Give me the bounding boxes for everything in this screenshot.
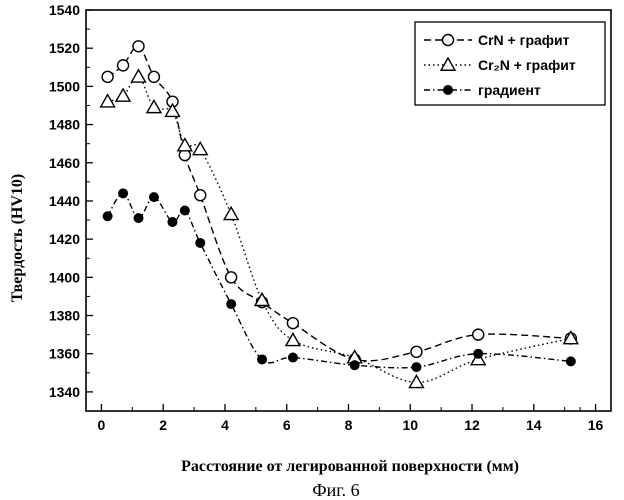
y-tick-label-2: 1380 [49,308,80,324]
data-point-1-5 [178,139,192,151]
data-point-2-8 [258,355,267,364]
data-point-2-0 [103,212,112,221]
x-axis-title: Расстояние от легированной поверхности (… [181,458,519,475]
y-tick-label-1: 1360 [49,346,80,362]
x-tick-label-5: 10 [402,417,418,433]
data-point-2-4 [168,217,177,226]
data-point-0-7 [226,272,237,283]
legend-label-0: CrN + графит [478,32,570,48]
data-point-1-9 [286,333,300,345]
x-tick-label-1: 2 [159,417,167,433]
series-line-2 [108,193,571,368]
data-point-2-6 [196,238,205,247]
y-tick-label-7: 1480 [49,117,80,133]
y-tick-label-6: 1460 [49,155,80,171]
data-point-0-2 [133,41,144,52]
legend-entry-1: Cr₂N + графит [424,57,576,73]
data-point-0-1 [118,60,129,71]
y-tick-label-3: 1400 [49,269,80,285]
y-tick-label-5: 1440 [49,193,80,209]
data-point-0-9 [287,318,298,329]
data-point-2-11 [412,363,421,372]
legend-marker-0 [443,35,454,46]
y-tick-label-4: 1420 [49,231,80,247]
x-tick-label-7: 14 [526,417,542,433]
data-point-1-4 [165,104,179,116]
data-point-2-2 [134,214,143,223]
data-point-0-11 [411,346,422,357]
data-point-1-3 [147,100,161,112]
legend-marker-2 [444,86,453,95]
data-point-2-7 [227,300,236,309]
x-tick-label-2: 4 [221,417,229,433]
data-point-1-7 [224,207,238,219]
x-tick-label-4: 8 [345,417,353,433]
y-axis-title: Твердость (HV10) [9,174,26,302]
x-tick-label-3: 6 [283,417,291,433]
y-tick-label-9: 1520 [49,40,80,56]
figure-caption: Фиг. 6 [312,480,359,500]
data-point-2-9 [288,353,297,362]
legend-entry-0: CrN + графит [424,32,570,48]
legend-label-2: градиент [478,82,541,98]
data-point-2-12 [474,349,483,358]
data-point-1-1 [116,89,130,101]
data-point-0-3 [148,71,159,82]
y-tick-label-0: 1340 [49,384,80,400]
data-point-0-12 [473,329,484,340]
y-tick-label-10: 1540 [49,2,80,18]
data-point-2-3 [149,193,158,202]
series-1 [101,70,578,388]
data-point-0-0 [102,71,113,82]
y-tick-label-8: 1500 [49,78,80,94]
series-2 [103,189,575,372]
series-line-1 [108,77,571,383]
data-point-2-5 [180,206,189,215]
data-point-1-11 [409,375,423,387]
legend: CrN + графит Cr₂N + графит градиент [415,22,605,105]
x-tick-label-8: 16 [588,417,604,433]
data-point-1-2 [132,70,146,82]
legend-label-1: Cr₂N + графит [478,57,576,73]
x-tick-label-6: 12 [464,417,480,433]
data-point-2-10 [350,361,359,370]
data-point-0-6 [195,190,206,201]
data-point-2-1 [119,189,128,198]
data-point-2-13 [566,357,575,366]
x-tick-label-0: 0 [98,417,106,433]
